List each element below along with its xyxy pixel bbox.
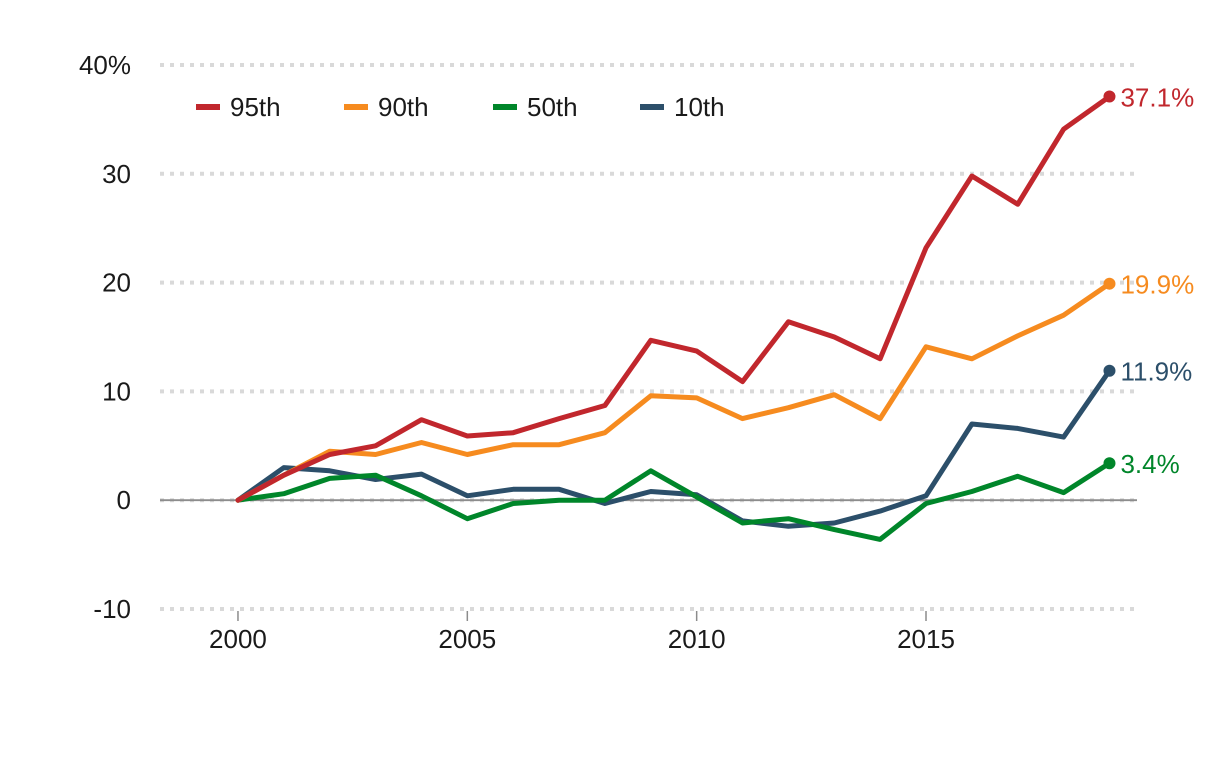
end-point-marker	[1103, 90, 1116, 103]
y-tick-label: -10	[93, 594, 131, 624]
legend-label: 90th	[378, 92, 429, 122]
end-value-label: 11.9%	[1120, 357, 1192, 387]
series-line-50th	[235, 460, 1112, 542]
legend-label: 10th	[674, 92, 725, 122]
x-tick-label: 2015	[897, 624, 955, 654]
end-value-label: 37.1%	[1120, 83, 1194, 113]
series-line-95th	[235, 94, 1112, 503]
y-tick-label: 30	[102, 159, 131, 189]
legend-label: 50th	[527, 92, 578, 122]
legend: 95th 90th 50th 10th	[196, 92, 725, 122]
end-value-labels: 37.1% 19.9% 3.4% 11.9%	[1103, 83, 1194, 479]
end-value-label: 19.9%	[1120, 270, 1194, 300]
end-point-marker	[1103, 457, 1116, 470]
y-tick-label: 40%	[79, 50, 131, 80]
x-tick-label: 2010	[668, 624, 726, 654]
end-value-label: 3.4%	[1120, 449, 1179, 479]
end-point-marker	[1103, 364, 1116, 377]
series-line-90th	[235, 281, 1112, 503]
y-tick-label: 10	[102, 376, 131, 406]
end-point-marker	[1103, 277, 1116, 290]
x-tick-label: 2005	[438, 624, 496, 654]
y-tick-label: 20	[102, 268, 131, 298]
y-axis-tick-labels: -10 0 10 20 30 40%	[79, 50, 131, 624]
legend-label: 95th	[230, 92, 281, 122]
x-tick-label: 2000	[209, 624, 267, 654]
x-axis: 2000 2005 2010 2015	[209, 611, 955, 654]
y-tick-label: 0	[117, 485, 131, 515]
series-lines	[235, 94, 1112, 542]
gridlines	[160, 63, 1137, 611]
